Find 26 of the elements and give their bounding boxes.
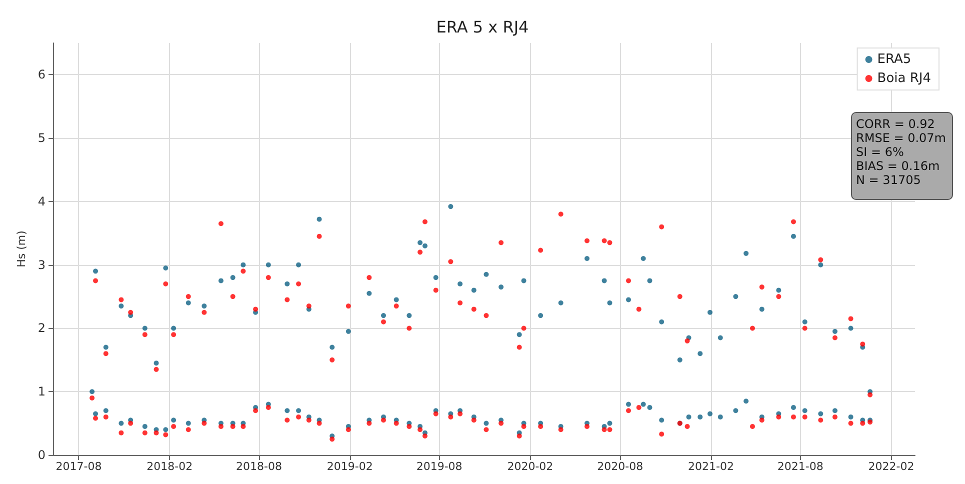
y-tick-label: 0 [38,448,46,462]
y-axis-title: Hs (m) [15,230,28,268]
x-tick-label: 2022-02 [868,460,914,473]
legend-label: ERA5 [877,52,912,67]
y-tick-label: 6 [38,68,46,82]
y-tick-label: 1 [38,384,46,399]
annotation: CORR = 0.92 [856,117,935,131]
y-tick-label: 4 [38,194,46,208]
annotation: N = 31705 [856,173,921,187]
annotation: BIAS = 0.16m [856,159,940,173]
x-tick-label: 2021-08 [777,460,824,473]
y-tick-label: 5 [38,131,46,146]
x-tick-label: 2019-08 [416,460,462,473]
x-tick-label: 2018-08 [236,460,282,473]
legend-label: Boia RJ4 [877,71,932,86]
x-tick-label: 2019-02 [326,460,373,473]
annotation: SI = 6% [856,145,904,159]
x-tick-label: 2020-08 [597,460,644,473]
annotation: RMSE = 0.07m [856,131,946,145]
x-tick-label: 2020-02 [507,460,554,473]
chart-title: ERA 5 x RJ4 [436,18,529,36]
x-tick-label: 2021-02 [688,460,734,473]
y-tick-label: 2 [38,321,46,336]
x-tick-label: 2018-02 [146,460,193,473]
x-tick-label: 2017-08 [56,460,102,473]
y-tick-label: 3 [38,258,46,272]
